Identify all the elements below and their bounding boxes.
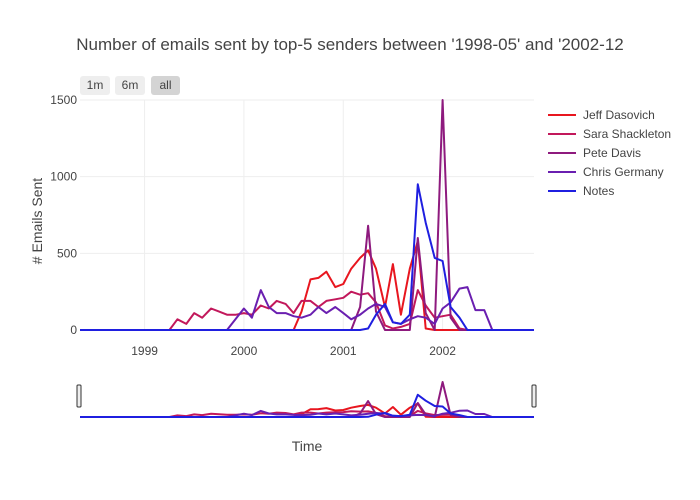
y-tick-label: 0 [70,323,77,337]
slider-line-notes [80,393,534,418]
legend-label: Sara Shackleton [583,126,672,141]
slider-line-chris-germany [80,409,534,418]
legend-item-notes[interactable]: Notes [548,181,671,200]
x-tick-label: 2002 [429,344,456,358]
legend-label: Jeff Dasovich [583,107,655,122]
y-axis-ticks: 0 500 1000 1500 [50,93,77,337]
legend-item-jeff-dasovich[interactable]: Jeff Dasovich [548,105,671,124]
grid-lines [80,99,534,330]
legend-label: Notes [583,183,615,198]
series-line-notes [80,183,534,331]
y-tick-label: 500 [57,246,77,260]
range-slider-left-handle[interactable] [76,384,82,408]
range-slider[interactable] [76,381,537,419]
series-line-pete-davis [80,99,534,331]
range-button-all[interactable]: all [151,76,180,95]
legend-item-pete-davis[interactable]: Pete Davis [548,143,671,162]
legend-label: Chris Germany [583,164,664,179]
x-tick-label: 2001 [330,344,357,358]
slider-line-pete-davis [80,381,534,418]
x-axis-label: Time [292,438,323,454]
legend-item-chris-germany[interactable]: Chris Germany [548,162,671,181]
legend-item-sara-shackleton[interactable]: Sara Shackleton [548,124,671,143]
legend-swatch [548,189,576,192]
range-slider-right-handle[interactable] [531,384,537,408]
legend-swatch [548,151,576,154]
series-line-sara-shackleton [80,289,534,331]
y-tick-label: 1500 [50,93,77,107]
series-lines [80,99,534,331]
range-slider-lines [80,381,534,418]
x-axis-ticks: 1999 2000 2001 2002 [131,344,456,358]
legend-swatch [548,113,576,116]
legend: Jeff Dasovich Sara Shackleton Pete Davis… [548,105,671,200]
y-axis-label: # Emails Sent [29,178,45,264]
legend-swatch [548,132,576,135]
legend-swatch [548,170,576,173]
x-tick-label: 1999 [131,344,158,358]
range-button-6m[interactable]: 6m [115,76,145,95]
series-line-chris-germany [80,286,534,331]
range-button-1m[interactable]: 1m [80,76,110,95]
chart-title: Number of emails sent by top-5 senders b… [76,35,623,54]
y-tick-label: 1000 [50,170,77,184]
legend-label: Pete Davis [583,145,642,160]
x-tick-label: 2000 [231,344,258,358]
